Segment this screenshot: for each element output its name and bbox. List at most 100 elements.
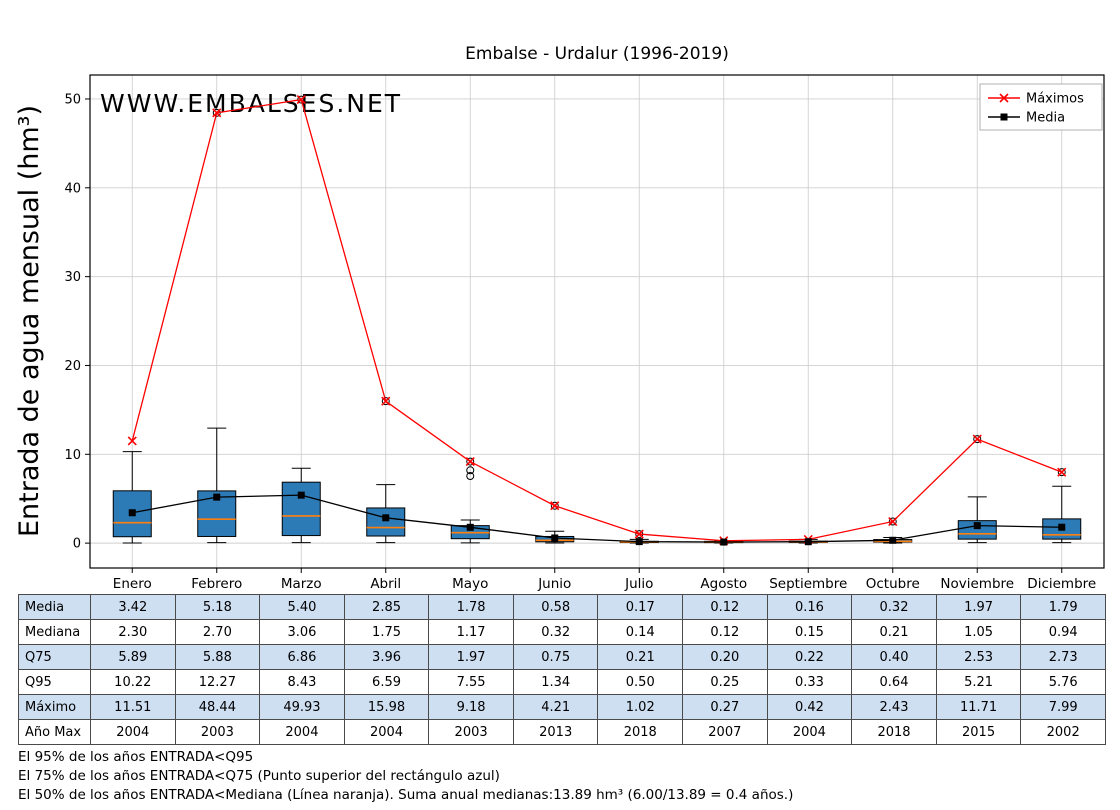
row-label: Q95 <box>18 669 91 695</box>
table-cell: 2.30 <box>90 619 176 645</box>
table-cell: 2015 <box>935 719 1022 745</box>
table-cell: 6.59 <box>343 669 430 695</box>
max-marker <box>381 396 391 406</box>
max-marker <box>888 516 898 527</box>
max-marker <box>296 95 306 105</box>
table-cell: 3.96 <box>343 644 430 670</box>
chart-title: Embalse - Urdalur (1996-2019) <box>465 44 729 64</box>
table-cell: 5.18 <box>174 594 261 620</box>
table-cell: 2.53 <box>935 644 1022 670</box>
media-marker <box>128 509 136 517</box>
table-cell: 2004 <box>259 719 345 745</box>
max-marker <box>972 434 982 444</box>
x-tick-label: Octubre <box>866 576 920 592</box>
table-cell: 0.32 <box>851 594 937 620</box>
x-tick-label: Noviembre <box>940 576 1014 592</box>
media-marker <box>213 493 221 501</box>
table-row: Máximo 11.51 48.44 49.93 15.98 9.18 4.21 1.02 0.… <box>18 694 1106 720</box>
footnotes: El 95% de los años ENTRADA<Q95 El 75% de… <box>18 748 793 805</box>
row-label: Año Max <box>18 719 91 745</box>
table-cell: 0.17 <box>597 594 684 620</box>
table-cell: 0.15 <box>766 619 853 645</box>
media-marker <box>466 523 474 531</box>
outlier-point <box>888 517 897 526</box>
table-cell: 0.94 <box>1020 619 1106 645</box>
table-cell: 2.70 <box>174 619 261 645</box>
max-marker <box>212 108 222 118</box>
y-tick-label: 40 <box>64 181 81 196</box>
table-cell: 2.85 <box>343 594 430 620</box>
table-row: Mediana 2.30 2.70 3.06 1.75 1.17 0.32 0.14 0.12 0… <box>18 619 1106 645</box>
table-cell: 7.99 <box>1020 694 1106 720</box>
outlier-point <box>1057 468 1066 477</box>
y-axis-label: Entrada de agua mensual (hm³) <box>14 105 45 537</box>
media-marker <box>551 534 559 542</box>
chart-data-layer <box>112 95 1082 546</box>
table-cell: 12.27 <box>174 669 261 695</box>
x-tick-label: Abril <box>370 576 401 592</box>
table-cell: 2018 <box>597 719 684 745</box>
x-tick-label: Julio <box>624 576 653 592</box>
table-cell: 0.33 <box>766 669 853 695</box>
media-marker <box>804 538 812 546</box>
table-cell: 2007 <box>682 719 768 745</box>
x-tick-label: Diciembre <box>1027 576 1096 592</box>
box <box>366 507 406 537</box>
axes: 0 10 20 30 40 50 Enero Febrero Marzo Abril Mayo Jun… <box>64 74 1105 592</box>
max-marker <box>634 529 644 539</box>
media-marker <box>635 538 643 546</box>
media-marker <box>973 522 981 530</box>
table-cell: 0.32 <box>512 619 599 645</box>
table-cell: 0.27 <box>682 694 768 720</box>
row-label: Mediana <box>18 619 91 645</box>
maximos-line <box>131 98 1062 542</box>
max-marker <box>1057 467 1067 477</box>
media-marker <box>889 536 897 544</box>
table-cell: 1.97 <box>935 594 1022 620</box>
watermark: WWW.EMBALSES.NET <box>100 89 402 118</box>
table-row: Q95 10.22 12.27 8.43 6.59 7.55 1.34 0.50 0.25 0.3… <box>18 669 1106 695</box>
table-cell: 2.43 <box>851 694 937 720</box>
media-marker <box>720 538 728 546</box>
table-row: Q75 5.89 5.88 6.86 3.96 1.97 0.75 0.21 0.20 0.22 0… <box>18 644 1106 670</box>
legend: Máximos Media <box>979 83 1103 131</box>
legend-box <box>979 83 1103 131</box>
table-cell: 0.42 <box>766 694 853 720</box>
table-cell: 2.73 <box>1020 644 1106 670</box>
media-marker <box>297 491 305 499</box>
media-marker <box>382 514 390 522</box>
media-marker <box>1058 523 1066 531</box>
legend-x-marker <box>999 93 1009 103</box>
x-tick-label: Junio <box>537 576 571 592</box>
table-cell: 0.50 <box>597 669 684 695</box>
table-cell: 5.88 <box>174 644 261 670</box>
table-cell: 2004 <box>766 719 853 745</box>
footnote-q95: El 95% de los años ENTRADA<Q95 <box>18 749 254 765</box>
table-cell: 5.89 <box>90 644 176 670</box>
table-row: Media 3.42 5.18 5.40 2.85 1.78 0.58 0.17 0.12 0.1… <box>18 594 1106 620</box>
outlier-point <box>466 466 475 475</box>
table-cell: 0.25 <box>682 669 768 695</box>
table-cell: 2004 <box>90 719 176 745</box>
table-cell: 4.21 <box>512 694 599 720</box>
y-tick-label: 10 <box>64 448 81 463</box>
table-cell: 8.43 <box>259 669 345 695</box>
y-tick-label: 20 <box>64 359 81 374</box>
table-cell: 9.18 <box>428 694 514 720</box>
table-cell: 0.12 <box>682 619 768 645</box>
table-cell: 5.76 <box>1020 669 1106 695</box>
table-cell: 3.06 <box>259 619 345 645</box>
table-cell: 2013 <box>512 719 599 745</box>
table-cell: 0.21 <box>851 619 937 645</box>
table-cell: 0.75 <box>512 644 599 670</box>
table-cell: 2018 <box>851 719 937 745</box>
table-cell: 5.21 <box>935 669 1022 695</box>
table-cell: 1.02 <box>597 694 684 720</box>
table-cell: 0.64 <box>851 669 937 695</box>
table-cell: 0.58 <box>512 594 599 620</box>
table-cell: 1.34 <box>512 669 599 695</box>
stats-table: Media 3.42 5.18 5.40 2.85 1.78 0.58 0.17 0.12 0.1… <box>18 594 1106 745</box>
max-marker <box>127 436 137 446</box>
table-cell: 1.17 <box>428 619 514 645</box>
